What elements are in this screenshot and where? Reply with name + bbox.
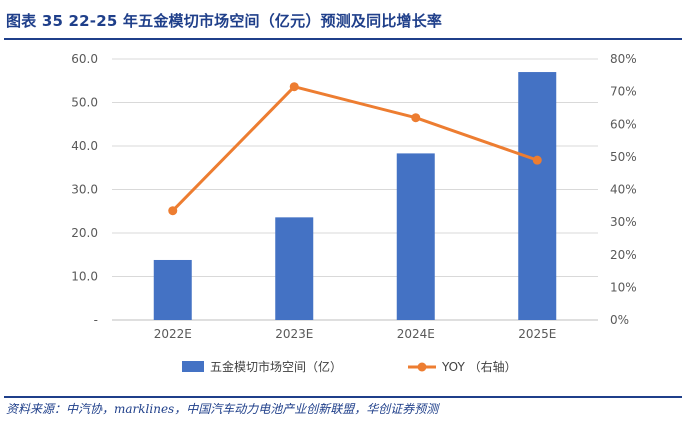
yoy-point xyxy=(289,82,299,92)
left-tick-label: 10.0 xyxy=(71,270,98,284)
yoy-point xyxy=(411,113,421,123)
source-note: 资料来源：中汽协，marklines，中国汽车动力电池产业创新联盟，华创证券预测 xyxy=(6,402,439,416)
left-tick-label: 40.0 xyxy=(71,139,98,153)
legend-swatch-marker xyxy=(417,362,427,372)
legend: 五金模切市场空间（亿） YOY （右轴） xyxy=(182,359,517,374)
line-series xyxy=(168,82,542,216)
title-divider xyxy=(4,38,682,40)
right-axis-ticks: 0% 10% 20% 30% 40% 50% 60% 70% 80% xyxy=(610,52,637,327)
right-tick-label: 50% xyxy=(610,150,637,164)
legend-label-bar: 五金模切市场空间（亿） xyxy=(210,359,342,374)
left-tick-label: 30.0 xyxy=(71,183,98,197)
bar xyxy=(275,217,314,320)
x-tick-label: 2025E xyxy=(518,327,556,341)
right-tick-label: 70% xyxy=(610,85,637,99)
left-tick-label: 20.0 xyxy=(71,226,98,240)
legend-label-line: YOY （右轴） xyxy=(441,359,517,374)
right-tick-label: 30% xyxy=(610,215,637,229)
yoy-point xyxy=(532,155,542,165)
left-tick-label: - xyxy=(94,313,98,327)
bar-series xyxy=(153,72,557,320)
x-tick-label: 2023E xyxy=(275,327,313,341)
yoy-line xyxy=(171,85,538,212)
x-tick-label: 2024E xyxy=(397,327,435,341)
right-tick-label: 60% xyxy=(610,117,637,131)
x-tick-label: 2022E xyxy=(154,327,192,341)
bar xyxy=(153,259,192,320)
x-axis-ticks: 2022E 2023E 2024E 2025E xyxy=(154,327,557,341)
right-tick-label: 80% xyxy=(610,52,637,66)
right-tick-label: 10% xyxy=(610,280,637,294)
yoy-point xyxy=(168,206,178,216)
left-tick-label: 60.0 xyxy=(71,52,98,66)
legend-swatch-bar xyxy=(182,361,204,372)
bar xyxy=(518,72,557,320)
right-tick-label: 20% xyxy=(610,248,637,262)
bar xyxy=(396,153,435,320)
chart-title: 图表 35 22-25 年五金模切市场空间（亿元）预测及同比增长率 xyxy=(6,12,443,30)
left-tick-label: 50.0 xyxy=(71,96,98,110)
footer-divider xyxy=(4,396,682,398)
right-tick-label: 40% xyxy=(610,183,637,197)
left-axis-ticks: - 10.0 20.0 30.0 40.0 50.0 60.0 xyxy=(71,52,98,327)
right-tick-label: 0% xyxy=(610,313,629,327)
